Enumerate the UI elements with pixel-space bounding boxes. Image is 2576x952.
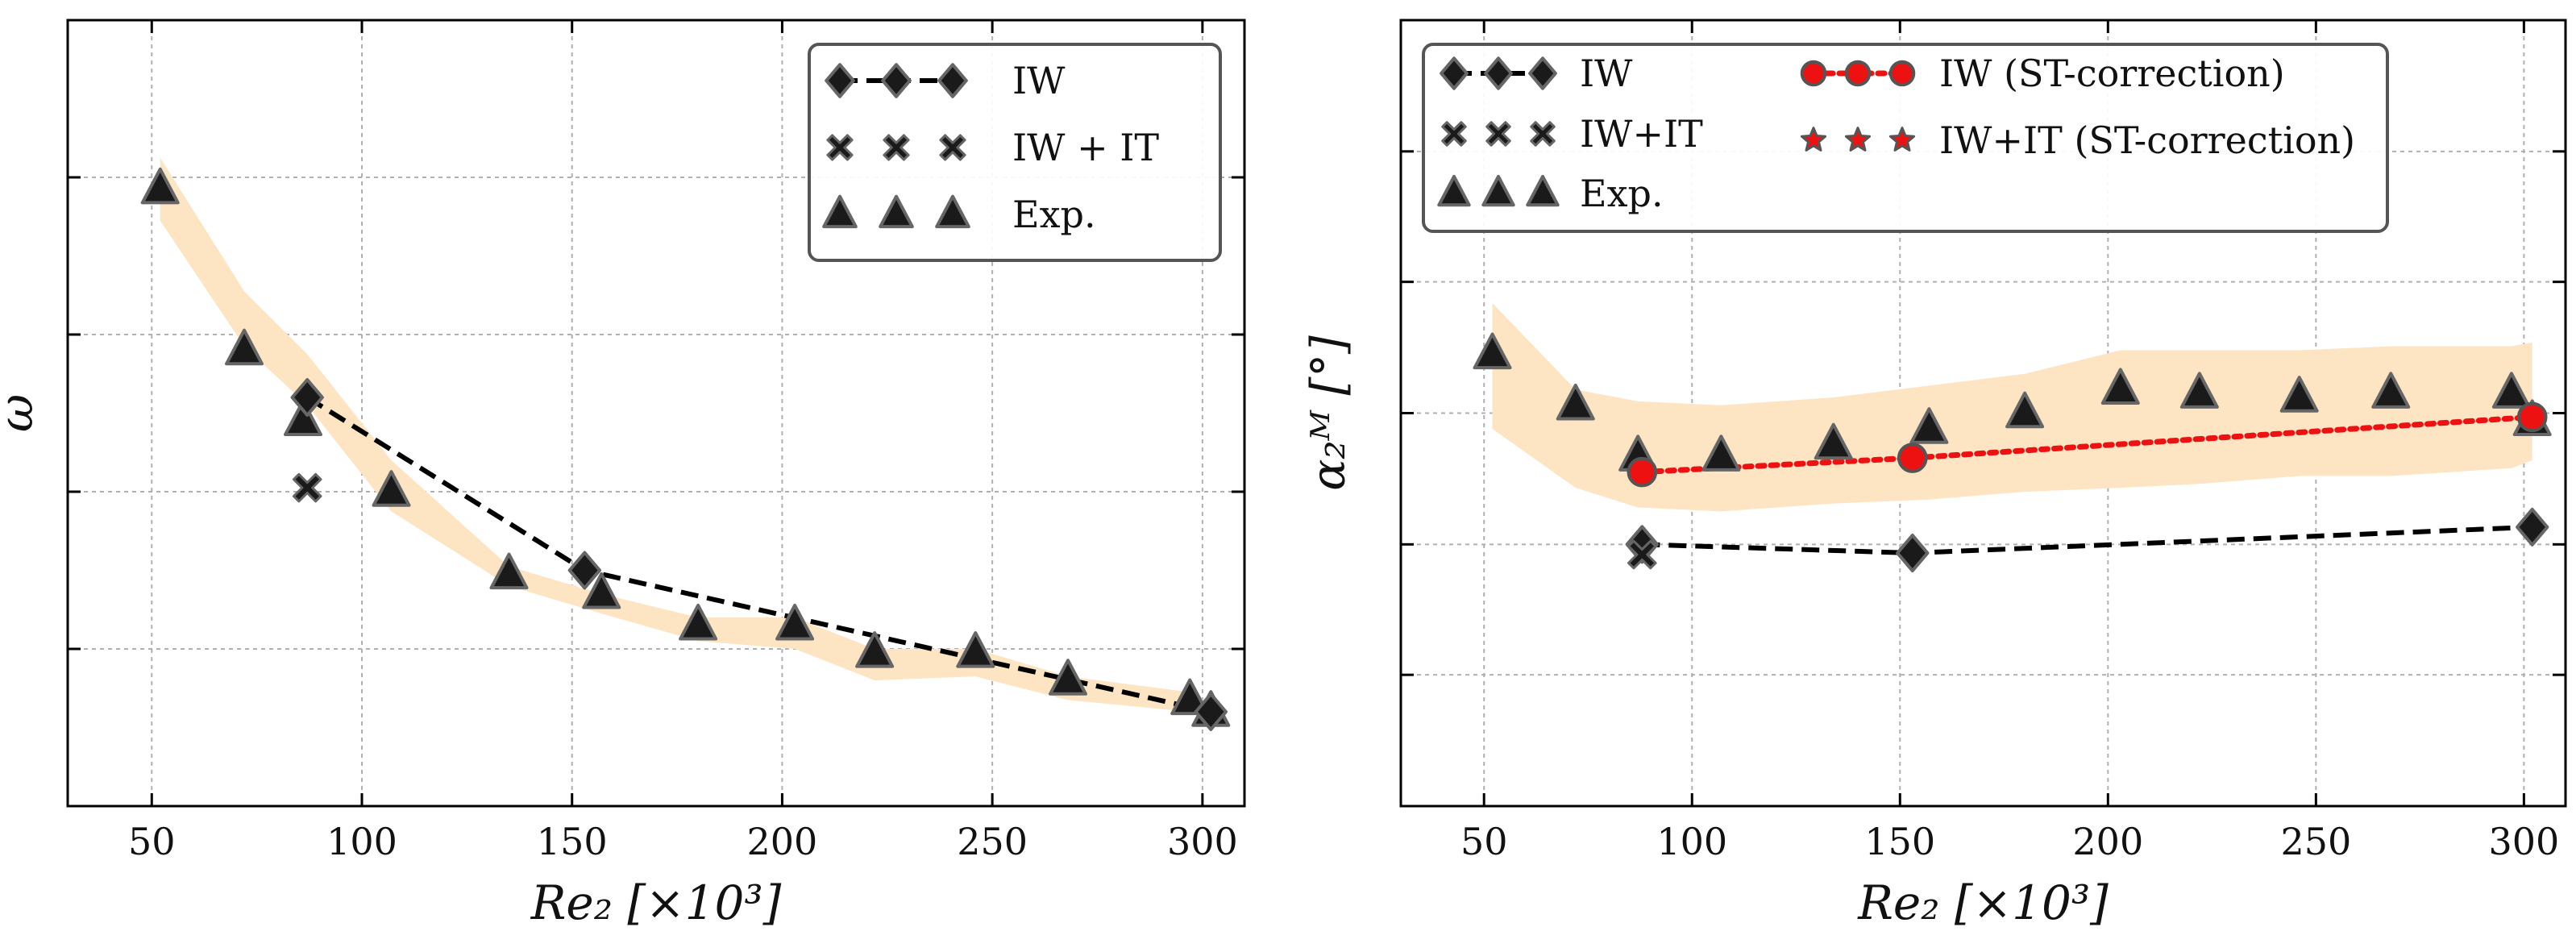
data-point-triangle-2-8 xyxy=(855,631,895,668)
legend-label: Exp. xyxy=(1012,193,1096,236)
legend-marker-diamond-0-2 xyxy=(937,63,968,98)
data-point-triangle-2-6 xyxy=(2005,391,2045,429)
data-point-triangle-2-1 xyxy=(225,328,264,366)
data-point-circle-3-0 xyxy=(1627,456,1658,488)
data-point-triangle-2-7 xyxy=(2100,368,2140,405)
data-point-triangle-2-7 xyxy=(775,603,815,641)
data-point-x-1-0 xyxy=(292,472,322,503)
legend-marker-x-1-2 xyxy=(1530,121,1556,147)
x-tick-label: 100 xyxy=(1656,820,1727,863)
x-tick-label: 200 xyxy=(747,820,818,863)
y-axis-label: α₂ᴹ [°] xyxy=(1301,335,1356,491)
legend-marker-circle-3-0 xyxy=(1800,60,1827,87)
legend-marker-diamond-0-1 xyxy=(1484,56,1513,90)
data-point-triangle-2-11 xyxy=(1170,678,1210,716)
x-tick-label: 50 xyxy=(128,820,176,863)
x-axis-label: Re₂ [×10³] xyxy=(530,875,782,930)
x-tick-label: 200 xyxy=(2072,820,2143,863)
data-point-triangle-2-0 xyxy=(1473,332,1512,370)
x-axis-label: Re₂ [×10³] xyxy=(1857,875,2109,930)
legend-marker-x-1-2 xyxy=(939,134,966,161)
data-point-diamond-0-2 xyxy=(2516,507,2549,547)
data-point-triangle-2-5 xyxy=(1909,407,1949,444)
legend-marker-triangle-2-1 xyxy=(1481,174,1515,207)
legend-marker-circle-3-2 xyxy=(1888,60,1916,87)
data-point-triangle-2-10 xyxy=(1049,659,1087,696)
legend-label: IW+IT (ST-correction) xyxy=(1939,118,2355,162)
data-point-circle-3-1 xyxy=(1897,443,1928,473)
legend-label: IW + IT xyxy=(1012,126,1159,169)
legend-label: IW (ST-correction) xyxy=(1939,52,2285,95)
uncertainty-band xyxy=(160,157,1211,720)
data-point-triangle-2-4 xyxy=(1814,422,1853,460)
legend-marker-star-4-2 xyxy=(1888,127,1916,152)
data-point-triangle-2-2 xyxy=(284,399,322,437)
legend: IW IW + IT Exp. xyxy=(808,43,1222,262)
series-line-diamond-0 xyxy=(305,395,1211,714)
legend-marker-triangle-2-2 xyxy=(1526,174,1560,207)
data-point-triangle-2-6 xyxy=(679,603,718,641)
right-panel: 50 100 150 200 250 300 Re₂ [×10³] α₂ᴹ [°] IW IW+I… xyxy=(1301,19,2567,930)
legend-marker-diamond-0-0 xyxy=(825,63,855,98)
data-point-diamond-0-2 xyxy=(1194,692,1228,731)
x-tick-label: 300 xyxy=(2488,820,2559,863)
data-point-x-1-0 xyxy=(1627,539,1657,570)
data-point-triangle-2-1 xyxy=(1556,383,1595,421)
legend-label: IW+IT xyxy=(1580,112,1703,156)
left-panel: 50 100 150 200 250 300 Re₂ [×10³] ω IW IW + IT Exp… xyxy=(0,19,1246,930)
legend-marker-diamond-0-2 xyxy=(1528,56,1557,90)
legend-marker-star-4-0 xyxy=(1800,127,1827,152)
x-tick-label: 300 xyxy=(1167,820,1238,863)
x-tick-label: 150 xyxy=(1864,820,1935,863)
data-point-triangle-2-9 xyxy=(956,631,995,668)
data-point-diamond-0-0 xyxy=(290,378,324,417)
legend-marker-diamond-0-1 xyxy=(881,63,912,98)
legend-marker-x-1-1 xyxy=(1485,121,1511,147)
legend: IW IW+IT Exp. IW (ST-correction) IW+IT (ST-c… xyxy=(1422,43,2389,233)
x-tick-label: 250 xyxy=(2280,820,2351,863)
x-tick-label: 250 xyxy=(957,820,1028,863)
uncertainty-band xyxy=(1492,303,2532,512)
plot-frame xyxy=(66,19,1246,808)
legend-marker-star-4-1 xyxy=(1844,127,1872,152)
data-point-triangle-2-4 xyxy=(489,552,529,590)
data-point-triangle-2-9 xyxy=(2279,376,2319,413)
data-point-triangle-2-3 xyxy=(372,470,411,507)
legend-marker-diamond-0-0 xyxy=(1440,56,1469,90)
legend-label: IW xyxy=(1012,59,1066,102)
legend-marker-triangle-2-0 xyxy=(822,194,858,229)
data-point-circle-3-2 xyxy=(2516,401,2548,433)
data-point-diamond-0-1 xyxy=(1896,534,1930,573)
data-point-triangle-2-0 xyxy=(140,167,180,205)
legend-marker-x-1-1 xyxy=(883,134,910,161)
legend-marker-triangle-2-1 xyxy=(879,194,914,229)
data-point-diamond-0-1 xyxy=(567,551,602,590)
data-point-triangle-2-11 xyxy=(2491,372,2531,409)
legend-label: Exp. xyxy=(1580,172,1664,215)
legend-marker-triangle-2-2 xyxy=(935,194,970,229)
y-axis-label: ω xyxy=(0,394,44,432)
x-tick-label: 50 xyxy=(1460,820,1508,863)
x-tick-label: 100 xyxy=(326,820,397,863)
legend-marker-x-1-0 xyxy=(826,134,854,161)
x-tick-label: 150 xyxy=(537,820,608,863)
legend-marker-circle-3-1 xyxy=(1844,60,1872,87)
data-point-triangle-2-8 xyxy=(2179,372,2219,409)
series-line-diamond-0 xyxy=(1642,524,2532,556)
legend-marker-triangle-2-0 xyxy=(1437,174,1471,207)
legend-marker-x-1-0 xyxy=(1441,121,1467,147)
data-point-triangle-2-10 xyxy=(2371,372,2411,409)
legend-box xyxy=(808,43,1222,262)
legend-label: IW xyxy=(1580,52,1633,95)
data-point-triangle-2-3 xyxy=(1701,434,1741,472)
data-point-triangle-2-5 xyxy=(582,572,621,609)
